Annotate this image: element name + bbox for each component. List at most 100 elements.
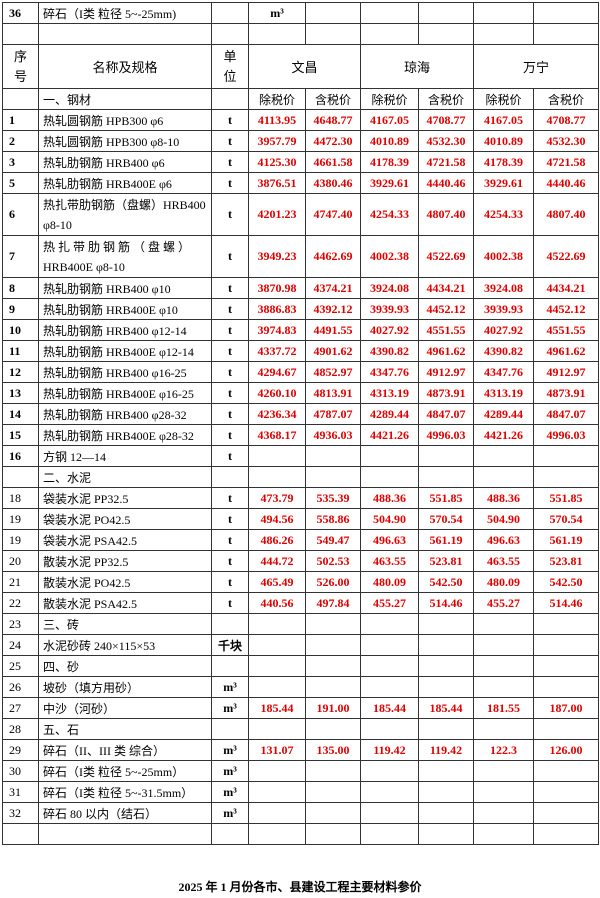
header-row: 序 号 名称及规格 单 位 文昌 琼海 万宁 — [2, 44, 599, 89]
row-name: 碎石（I类 粒径 5~-25mm) — [38, 2, 212, 24]
row-name: 热轧圆钢筋 HPB300 φ6 — [38, 109, 212, 131]
price: 4452.12 — [418, 298, 474, 320]
price: 526.00 — [305, 571, 361, 593]
cell — [248, 823, 306, 845]
price: 4522.69 — [533, 235, 599, 278]
price: 4421.26 — [360, 424, 419, 446]
price: 480.09 — [473, 571, 534, 593]
price: 4873.91 — [533, 382, 599, 404]
price: 185.44 — [248, 697, 306, 719]
row-unit: t — [211, 319, 249, 341]
price: 4912.97 — [533, 361, 599, 383]
price — [305, 676, 361, 698]
price: 4440.46 — [533, 172, 599, 194]
price: 551.85 — [418, 487, 474, 509]
row-unit: t — [211, 571, 249, 593]
row-name: 热轧圆钢筋 HPB300 φ8-10 — [38, 130, 212, 152]
price — [360, 445, 419, 467]
price: 4374.21 — [305, 277, 361, 299]
price: 135.00 — [305, 739, 361, 761]
row-no: 27 — [2, 697, 39, 719]
price — [473, 655, 534, 677]
header-name: 名称及规格 — [38, 44, 212, 89]
price: 4440.46 — [418, 172, 474, 194]
price — [418, 802, 474, 824]
price — [533, 445, 599, 467]
price — [473, 781, 534, 803]
row-unit: m³ — [211, 760, 249, 782]
row-no: 30 — [2, 760, 39, 782]
price: 535.39 — [305, 487, 361, 509]
row-name: 热轧肋钢筋 HRB400 φ10 — [38, 277, 212, 299]
price: 4178.39 — [360, 151, 419, 173]
price — [533, 802, 599, 824]
price: 3876.51 — [248, 172, 306, 194]
price: 4462.69 — [305, 235, 361, 278]
row-no: 16 — [2, 445, 39, 467]
row-name: 碎石（II、III 类 综合） — [38, 739, 212, 761]
row-no: 9 — [2, 298, 39, 320]
price: 504.90 — [473, 508, 534, 530]
price — [360, 676, 419, 698]
price: 4873.91 — [418, 382, 474, 404]
blank-row — [2, 823, 599, 845]
price — [305, 466, 361, 488]
price — [418, 445, 474, 467]
price: 4002.38 — [473, 235, 534, 278]
row-unit: t — [211, 172, 249, 194]
row-name: 四、砂 — [38, 655, 212, 677]
cell — [211, 823, 249, 845]
row-unit: t — [211, 340, 249, 362]
price: 4912.97 — [418, 361, 474, 383]
header-city: 琼海 — [360, 44, 474, 89]
row-unit: t — [211, 109, 249, 131]
row-unit: t — [211, 382, 249, 404]
price: 444.72 — [248, 550, 306, 572]
data-row: 27 中沙（河砂） m³ 185.44 191.00 185.44 185.44 181.55… — [2, 697, 599, 719]
row-no: 12 — [2, 361, 39, 383]
row-no: 25 — [2, 655, 39, 677]
price: 455.27 — [360, 592, 419, 614]
row-no — [2, 466, 39, 488]
price: 4996.03 — [533, 424, 599, 446]
price: 4721.58 — [533, 151, 599, 173]
price: 4027.92 — [473, 319, 534, 341]
price: 4201.23 — [248, 193, 306, 236]
price: 4380.46 — [305, 172, 361, 194]
data-row: 24 水泥砂砖 240×115×53 千块 — [2, 634, 599, 656]
price — [533, 760, 599, 782]
price — [248, 781, 306, 803]
price — [305, 655, 361, 677]
row-no: 29 — [2, 739, 39, 761]
price — [360, 634, 419, 656]
price: 3924.08 — [360, 277, 419, 299]
price: 185.44 — [418, 697, 474, 719]
price — [248, 802, 306, 824]
price — [360, 466, 419, 488]
price: 4390.82 — [360, 340, 419, 362]
price: 4347.76 — [473, 361, 534, 383]
price: 4113.95 — [248, 109, 306, 131]
data-row: 21 散装水泥 PO42.5 t 465.49 526.00 480.09 542.50 48… — [2, 571, 599, 593]
row-unit — [211, 655, 249, 677]
price: 4434.21 — [533, 277, 599, 299]
row-unit — [211, 613, 249, 635]
subheader: 除税价 — [473, 88, 534, 110]
price — [360, 802, 419, 824]
price: 4847.07 — [533, 403, 599, 425]
data-row: 10 热轧肋钢筋 HRB400 φ12-14 t 3974.83 4491.55 4027… — [2, 319, 599, 341]
header-no: 序 号 — [2, 44, 39, 89]
row-no: 1 — [2, 109, 39, 131]
price: 523.81 — [533, 550, 599, 572]
price: 4661.58 — [305, 151, 361, 173]
price: 4472.30 — [305, 130, 361, 152]
price — [360, 781, 419, 803]
data-row: 16 方钢 12—14 t — [2, 445, 599, 467]
data-row: 19 袋装水泥 PSA42.5 t 486.26 549.47 496.63 561.19 4… — [2, 529, 599, 551]
price: 185.44 — [360, 697, 419, 719]
row-no: 24 — [2, 634, 39, 656]
data-row: 29 碎石（II、III 类 综合） m³ 131.07 135.00 119.42 119… — [2, 739, 599, 761]
price — [305, 634, 361, 656]
price: 4813.91 — [305, 382, 361, 404]
